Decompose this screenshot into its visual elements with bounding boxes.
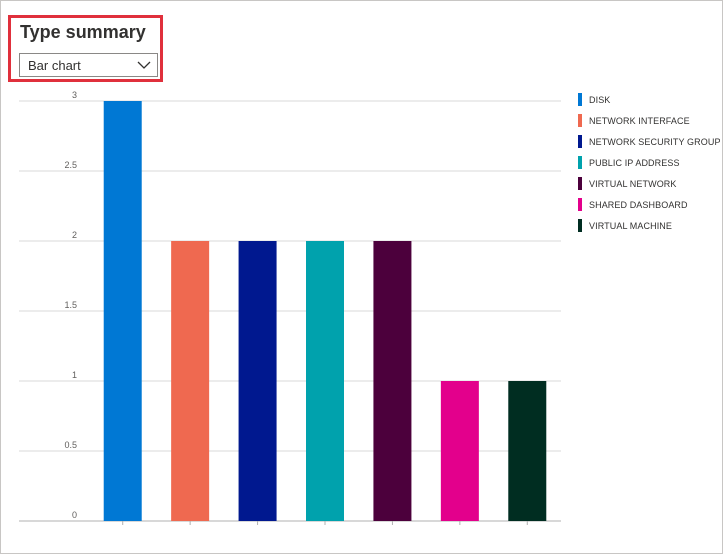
legend-label: DISK xyxy=(589,94,611,105)
legend-label: VIRTUAL MACHINE xyxy=(589,220,673,231)
legend-label: NETWORK SECURITY GROUP xyxy=(589,136,721,147)
legend-item[interactable]: NETWORK INTERFACE xyxy=(578,110,721,131)
legend-swatch xyxy=(578,93,582,106)
y-tick-label: 2 xyxy=(72,230,77,240)
bar-network-security-group[interactable] xyxy=(238,241,277,521)
legend-item[interactable]: VIRTUAL MACHINE xyxy=(578,215,721,236)
y-tick-label: 1 xyxy=(72,370,77,380)
bar-disk[interactable] xyxy=(103,101,142,521)
y-tick-label: 0 xyxy=(72,510,77,520)
chart-legend: DISK NETWORK INTERFACE NETWORK SECURITY GR… xyxy=(578,89,721,236)
dropdown-value: Bar chart xyxy=(28,58,81,73)
bar-virtual-network[interactable] xyxy=(373,241,412,521)
y-tick-label: 0.5 xyxy=(64,440,77,450)
legend-swatch xyxy=(578,198,582,211)
legend-label: PUBLIC IP ADDRESS xyxy=(589,157,680,168)
chevron-down-icon xyxy=(137,61,151,69)
legend-swatch xyxy=(578,135,582,148)
bar-network-interface[interactable] xyxy=(171,241,210,521)
legend-item[interactable]: SHARED DASHBOARD xyxy=(578,194,721,215)
panel-title: Type summary xyxy=(20,22,146,42)
legend-swatch xyxy=(578,177,582,190)
bar-public-ip-address[interactable] xyxy=(306,241,344,521)
legend-label: VIRTUAL NETWORK xyxy=(589,178,677,189)
legend-item[interactable]: NETWORK SECURITY GROUP xyxy=(578,131,721,152)
legend-label: NETWORK INTERFACE xyxy=(589,115,690,126)
legend-label: SHARED DASHBOARD xyxy=(589,199,688,210)
legend-swatch xyxy=(578,219,582,232)
legend-item[interactable]: DISK xyxy=(578,89,721,110)
chart-type-dropdown[interactable]: Bar chart xyxy=(19,53,158,77)
y-tick-label: 3 xyxy=(72,90,77,100)
legend-swatch xyxy=(578,114,582,127)
legend-swatch xyxy=(578,156,582,169)
highlight-box xyxy=(8,15,163,82)
legend-item[interactable]: PUBLIC IP ADDRESS xyxy=(578,152,721,173)
y-tick-label: 1.5 xyxy=(64,300,77,310)
y-tick-label: 2.5 xyxy=(64,160,77,170)
bar-shared-dashboard[interactable] xyxy=(440,381,479,521)
legend-item[interactable]: VIRTUAL NETWORK xyxy=(578,173,721,194)
bar-virtual-machine[interactable] xyxy=(508,381,547,521)
